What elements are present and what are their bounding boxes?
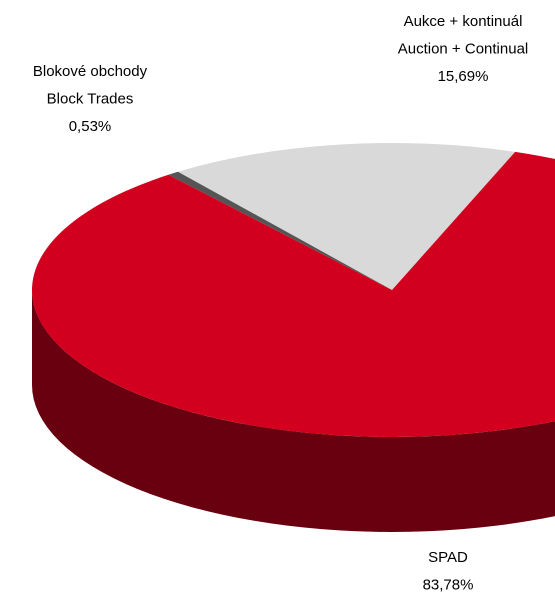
slice-label: Blokové obchody Block Trades 0,53%	[33, 63, 148, 135]
pie-slice	[168, 171, 392, 290]
pie-side	[32, 290, 555, 532]
value-label: 83,78%	[423, 576, 474, 593]
category-label: Block Trades	[47, 90, 134, 107]
value-label: 15,69%	[438, 68, 489, 85]
category-label: Blokové obchody	[33, 63, 148, 80]
category-label: SPAD	[428, 549, 468, 566]
slice-label: Aukce + kontinuál Auction + Continual 15,6…	[398, 13, 529, 85]
value-label: 0,53%	[69, 118, 112, 135]
category-label: Auction + Continual	[398, 40, 529, 57]
pie-slice	[177, 143, 516, 290]
slice-label: SPAD 83,78%	[423, 549, 474, 594]
category-label: Aukce + kontinuál	[404, 13, 523, 30]
pie-slice	[32, 151, 555, 437]
